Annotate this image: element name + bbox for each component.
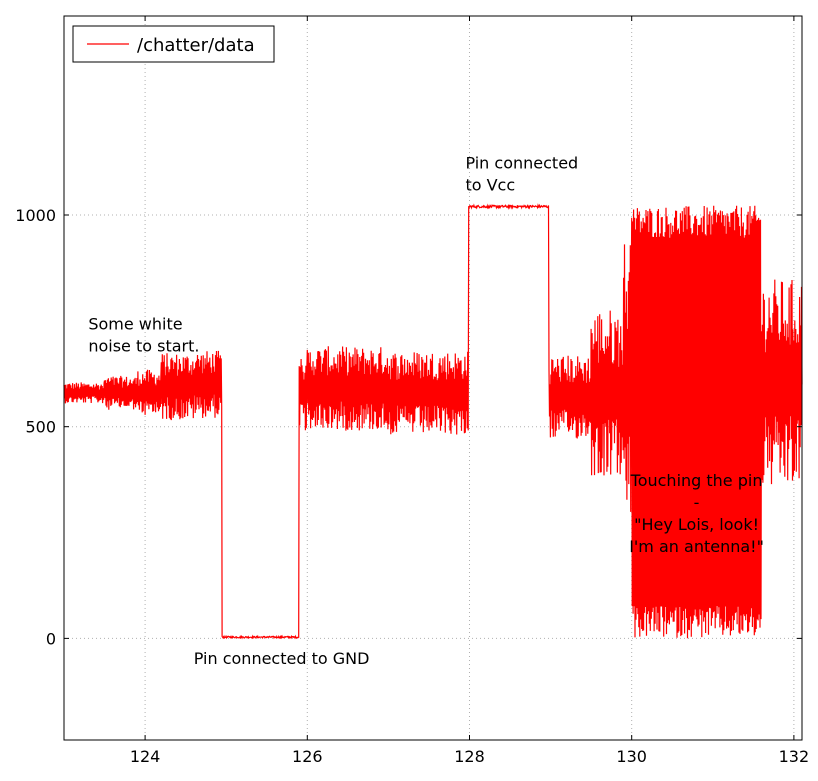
annotation-noise: Some white noise to start. (88, 314, 199, 355)
tick-layer: 124 126 128 130 132 0 500 1000 (15, 16, 809, 766)
x-tick-label: 126 (292, 747, 323, 766)
annotation-layer: Some white noise to start. Pin connected t… (88, 153, 764, 667)
series-line-0 (63, 203, 803, 640)
legend-label: /chatter/data (137, 35, 255, 56)
series-layer (63, 203, 803, 640)
x-tick-label: 124 (130, 747, 161, 766)
annotation-line: - (694, 493, 700, 512)
frame-layer (63, 15, 803, 741)
annotation-line: noise to start. (88, 336, 199, 355)
annotation-line: I'm an antenna!" (629, 537, 764, 556)
y-tick-label: 0 (46, 629, 56, 648)
y-tick-label: 1000 (15, 206, 56, 225)
x-tick-label: 132 (779, 747, 810, 766)
annotation-antenna: Touching the pin - "Hey Lois, look! I'm an … (629, 471, 764, 556)
annotation-vcc: Pin connected to Vcc (465, 153, 578, 194)
annotation-line: to Vcc (465, 175, 515, 194)
annotation-line: Touching the pin (630, 471, 763, 490)
annotation-line: Pin connected to GND (194, 649, 370, 668)
annotation-line: "Hey Lois, look! (634, 515, 759, 534)
annotation-line: Pin connected (465, 153, 578, 172)
annotation-gnd: Pin connected to GND (194, 649, 370, 668)
legend: /chatter/data (72, 25, 275, 63)
annotation-line: Some white (88, 314, 182, 333)
x-tick-label: 130 (616, 747, 647, 766)
plot-frame (63, 15, 803, 741)
y-tick-label: 500 (25, 418, 56, 437)
grid-layer (64, 16, 802, 740)
x-tick-label: 128 (454, 747, 485, 766)
